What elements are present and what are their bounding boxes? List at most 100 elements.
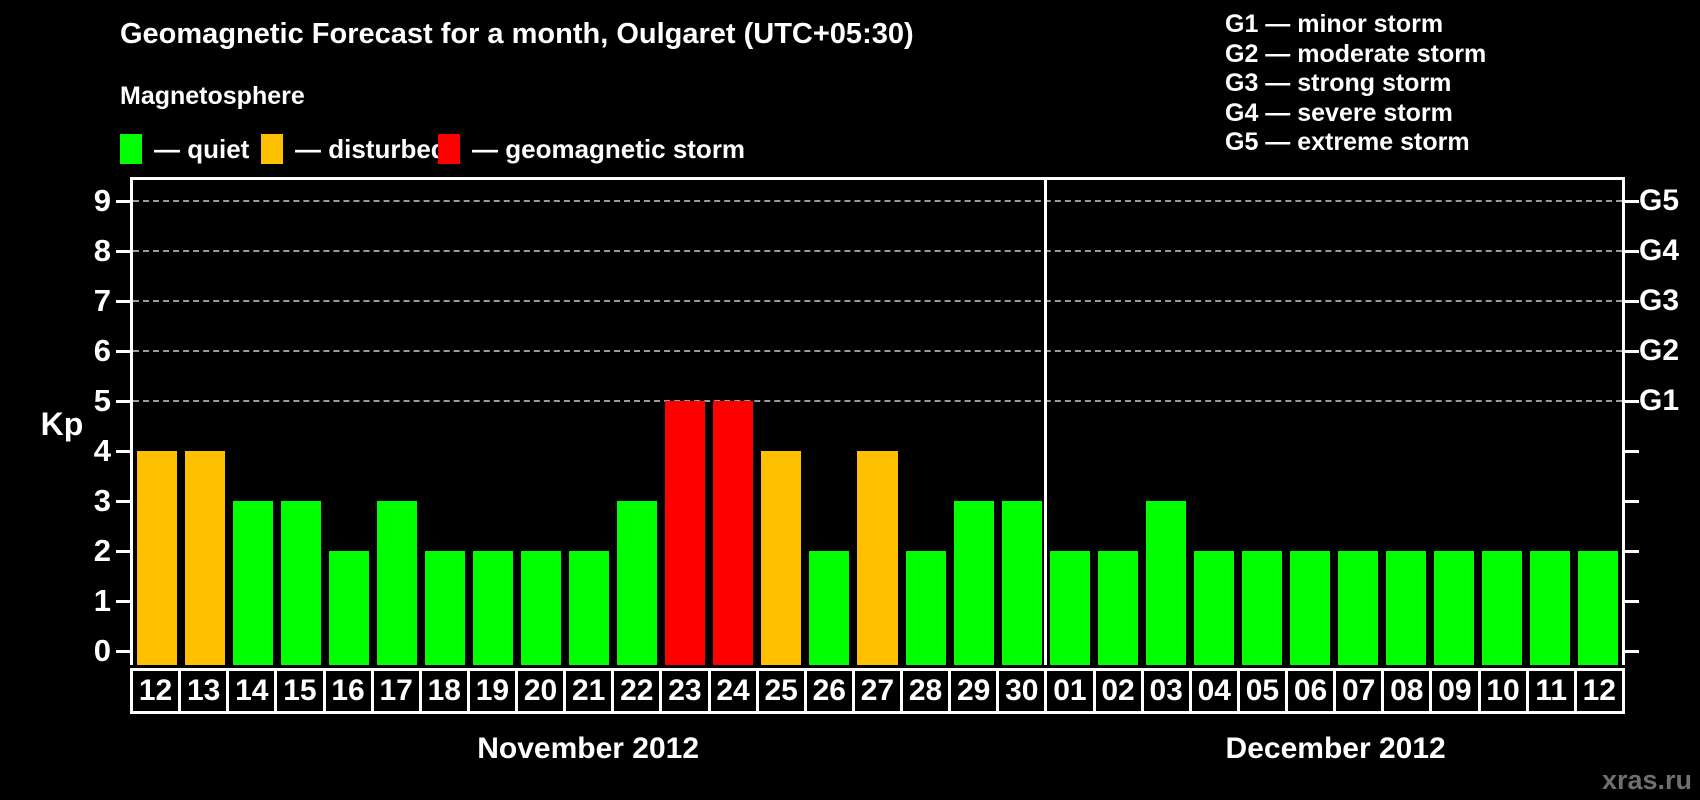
month-label: November 2012 <box>477 732 700 765</box>
y-tick-label: 9 <box>93 183 111 218</box>
day-label: 01 <box>1044 668 1096 714</box>
day-slot <box>469 180 517 665</box>
y-tick-right <box>1625 450 1639 453</box>
day-axis: 12 13 14 15 16 17 18 19 20 21 22 23 24 25 26 27 28 29 30 01… <box>130 668 1625 714</box>
gridline-kp9 <box>133 200 1622 202</box>
day-label: 30 <box>996 668 1048 714</box>
day-label: 22 <box>611 668 663 714</box>
y-tick-left <box>116 400 130 403</box>
y-tick-left <box>116 200 130 203</box>
kp-bar <box>185 451 226 665</box>
kp-bar <box>473 551 514 665</box>
g-scale-label-g3: G3 <box>1639 284 1680 317</box>
y-tick-label: 4 <box>93 433 111 468</box>
day-slot <box>421 180 469 665</box>
y-tick-right <box>1625 550 1639 553</box>
day-slot <box>1094 180 1142 665</box>
day-label: 28 <box>900 668 952 714</box>
day-slot <box>517 180 565 665</box>
kp-bar <box>617 501 658 665</box>
kp-bar <box>1385 551 1426 665</box>
day-label: 07 <box>1333 668 1385 714</box>
kp-bar <box>1145 501 1186 665</box>
y-tick-left <box>116 500 130 503</box>
day-label: 29 <box>948 668 1000 714</box>
storm-swatch-icon <box>438 134 460 164</box>
day-slot <box>853 180 901 665</box>
kp-bar <box>761 451 802 665</box>
bar-slots <box>133 180 1622 665</box>
kp-bar <box>137 451 178 665</box>
kp-bar <box>809 551 850 665</box>
day-slot <box>902 180 950 665</box>
disturbed-swatch-icon <box>261 134 283 164</box>
kp-bar <box>281 501 322 665</box>
kp-bar <box>665 401 706 665</box>
day-label: 03 <box>1140 668 1192 714</box>
month-separator <box>1044 180 1048 665</box>
y-tick-label: 1 <box>93 583 111 618</box>
storm-scale-g5: G5 — extreme storm <box>1225 128 1470 156</box>
day-label: 15 <box>274 668 326 714</box>
day-slot <box>133 180 181 665</box>
y-tick-left <box>116 250 130 253</box>
legend-label-disturbed: — disturbed <box>295 133 447 164</box>
y-tick-label: 7 <box>93 283 111 318</box>
legend-label-quiet: — quiet <box>154 133 250 164</box>
day-label: 18 <box>418 668 470 714</box>
day-slot <box>757 180 805 665</box>
kp-bar <box>1337 551 1378 665</box>
legend-item-storm: — geomagnetic storm <box>438 133 745 165</box>
kp-bar <box>1193 551 1234 665</box>
day-label: 24 <box>707 668 759 714</box>
day-label: 17 <box>370 668 422 714</box>
day-label: 13 <box>178 668 230 714</box>
legend-item-quiet: — quiet <box>120 133 249 165</box>
kp-bar <box>905 551 946 665</box>
gridline-kp8 <box>133 250 1622 252</box>
y-tick-right <box>1625 650 1639 653</box>
chart-region: Kp 0 1 2 3 4 5 6 7 8 9 G1 G2 G3 G4 G5 12 13 14 15 16 17 18 19… <box>41 177 1679 765</box>
day-label: 11 <box>1525 668 1577 714</box>
kp-bar <box>1433 551 1474 665</box>
day-label: 08 <box>1381 668 1433 714</box>
kp-bar <box>521 551 562 665</box>
y-tick-left <box>116 450 130 453</box>
storm-scale-g2: G2 — moderate storm <box>1225 39 1487 68</box>
g-scale-label-g2: G2 <box>1639 334 1680 367</box>
y-tick-left <box>116 300 130 303</box>
y-tick-label: 3 <box>93 483 111 518</box>
storm-scale-g1: G1 — minor storm <box>1225 10 1444 38</box>
day-slot <box>1334 180 1382 665</box>
day-label: 12 <box>130 668 182 714</box>
day-slot <box>1286 180 1334 665</box>
day-slot <box>950 180 998 665</box>
y-axis-title: Kp <box>40 406 84 442</box>
day-label: 02 <box>1092 668 1144 714</box>
g-scale-label-g4: G4 <box>1639 234 1680 267</box>
y-tick-label: 6 <box>93 333 111 368</box>
y-tick-left <box>116 550 130 553</box>
day-slot <box>805 180 853 665</box>
kp-bar <box>1577 551 1618 665</box>
y-tick-label: 2 <box>93 533 111 568</box>
y-tick-left <box>116 350 130 353</box>
day-slot <box>373 180 421 665</box>
y-tick-right <box>1625 500 1639 503</box>
day-slot <box>565 180 613 665</box>
quiet-swatch-icon <box>120 134 142 164</box>
y-tick-right <box>1625 250 1639 253</box>
day-slot <box>613 180 661 665</box>
legend-item-disturbed: — disturbed <box>261 133 447 165</box>
day-slot <box>1430 180 1478 665</box>
day-slot <box>1382 180 1430 665</box>
day-label: 23 <box>659 668 711 714</box>
day-slot <box>1478 180 1526 665</box>
legend-label-storm: — geomagnetic storm <box>472 133 746 164</box>
kp-bar <box>1289 551 1330 665</box>
kp-bar <box>1097 551 1138 665</box>
plot-area: Kp 0 1 2 3 4 5 6 7 8 9 G1 G2 G3 G4 G5 <box>41 177 1679 668</box>
storm-scale-g3: G3 — strong storm <box>1225 69 1452 97</box>
kp-bar <box>569 551 610 665</box>
